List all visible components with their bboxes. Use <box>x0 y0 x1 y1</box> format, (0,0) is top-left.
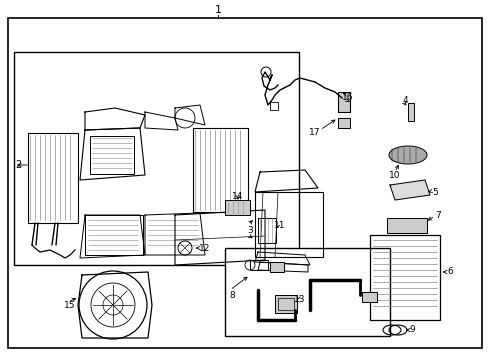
Text: 4: 4 <box>401 95 407 104</box>
Bar <box>337 92 349 112</box>
Text: 1: 1 <box>214 5 221 15</box>
Text: 6: 6 <box>446 267 452 276</box>
Text: 8: 8 <box>229 291 234 300</box>
Text: 13: 13 <box>294 296 305 305</box>
Bar <box>28 133 78 223</box>
Text: 12: 12 <box>199 243 210 252</box>
Bar <box>337 118 349 128</box>
Bar <box>369 235 439 320</box>
Text: 14: 14 <box>232 192 243 201</box>
Text: 9: 9 <box>408 325 414 334</box>
Bar <box>85 215 142 255</box>
Text: 2: 2 <box>15 160 21 170</box>
Bar <box>193 128 247 212</box>
Bar <box>90 136 134 174</box>
Bar <box>269 102 278 110</box>
Bar <box>254 192 323 257</box>
Text: 5: 5 <box>431 188 437 197</box>
Bar <box>224 200 249 215</box>
Ellipse shape <box>388 146 426 164</box>
Text: 17: 17 <box>308 127 320 136</box>
Bar <box>274 295 296 313</box>
Bar <box>407 103 413 121</box>
Bar <box>14 52 298 265</box>
Text: 11: 11 <box>274 220 285 230</box>
Bar <box>249 260 267 270</box>
Bar <box>278 298 293 310</box>
Bar <box>269 262 284 272</box>
Bar <box>224 248 389 336</box>
Polygon shape <box>389 180 429 200</box>
Bar <box>258 218 275 243</box>
Bar <box>361 292 376 302</box>
Bar <box>386 218 426 233</box>
Text: 15: 15 <box>64 301 76 310</box>
Text: 3: 3 <box>246 225 252 234</box>
Text: 10: 10 <box>388 171 400 180</box>
Text: 7: 7 <box>434 211 440 220</box>
Text: 16: 16 <box>342 93 353 102</box>
